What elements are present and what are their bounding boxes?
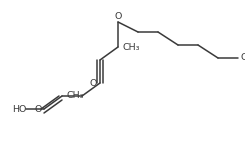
Text: CH₃: CH₃ xyxy=(66,91,84,100)
Text: CH₃: CH₃ xyxy=(240,53,245,62)
Text: O: O xyxy=(90,78,97,87)
Text: O: O xyxy=(114,12,122,21)
Text: HO: HO xyxy=(12,104,26,114)
Text: CH₃: CH₃ xyxy=(122,42,139,52)
Text: O: O xyxy=(35,104,42,114)
